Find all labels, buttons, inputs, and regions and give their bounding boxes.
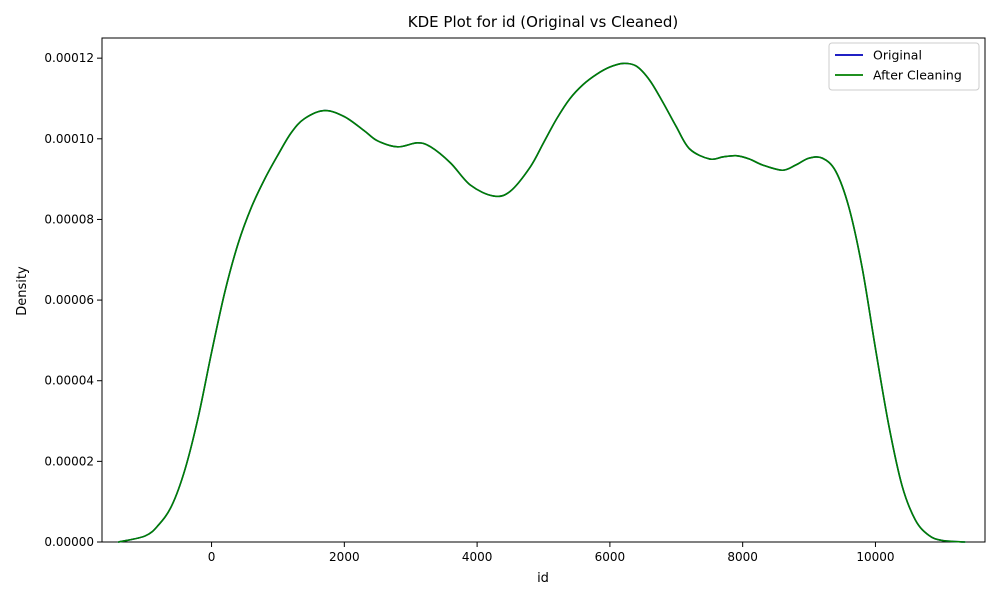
x-tick-label: 4000 [462, 550, 493, 564]
y-tick-label: 0.00010 [44, 132, 94, 146]
y-tick-label: 0.00012 [44, 51, 94, 65]
y-tick-label: 0.00004 [44, 374, 94, 388]
x-tick-label: 10000 [856, 550, 894, 564]
plot-frame [101, 37, 986, 543]
legend-label: After Cleaning [873, 68, 962, 83]
chart-title: KDE Plot for id (Original vs Cleaned) [408, 13, 678, 31]
y-axis: 0.00000 0.00002 0.00004 0.00006 0.00008 0.000… [44, 51, 102, 549]
legend-box [828, 42, 980, 91]
y-axis-label: Density [15, 266, 30, 316]
legend: Original After Cleaning [828, 42, 980, 91]
series-group [117, 62, 966, 543]
x-tick-label: 2000 [329, 550, 360, 564]
x-tick-label: 6000 [595, 550, 626, 564]
y-tick-label: 0.00008 [44, 212, 94, 226]
x-tick-label: 0 [208, 550, 216, 564]
y-tick-label: 0.00006 [44, 293, 94, 307]
y-tick-label: 0.00002 [44, 454, 94, 468]
series-line-after-cleaning [117, 62, 966, 543]
y-tick-label: 0.00000 [44, 535, 94, 549]
plot-area [101, 37, 986, 543]
legend-label: Original [873, 48, 922, 63]
x-tick-label: 8000 [727, 550, 758, 564]
x-axis-label: id [537, 571, 549, 586]
x-axis: 0 2000 4000 6000 8000 10000 [208, 542, 895, 564]
series-line-original [117, 62, 966, 543]
